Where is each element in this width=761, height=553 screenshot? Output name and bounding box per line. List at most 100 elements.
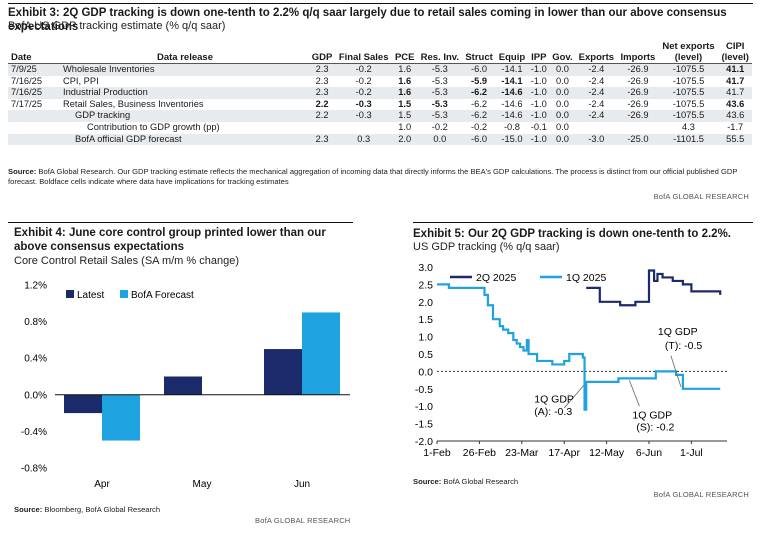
- cell-struct: -6.0: [462, 133, 496, 146]
- cell-final-sales: [335, 122, 392, 134]
- y-tick-label: -1.0: [415, 401, 433, 413]
- cell-final-sales: -0.3: [355, 98, 372, 109]
- cell-pce: 1.6: [392, 63, 418, 76]
- y-tick-label: -0.5: [415, 384, 433, 396]
- y-tick-label: 0.0%: [24, 390, 47, 401]
- exhibit4-source: Source: Bloomberg, BofA Global Research: [14, 505, 160, 515]
- y-tick-label: 1.0: [418, 332, 433, 344]
- annotation-label: (S): -0.2: [636, 422, 674, 434]
- x-tick-label: 26-Feb: [463, 447, 496, 459]
- cell-release: Retail Sales, Business Inventories: [63, 98, 204, 109]
- cell-struct: -6.0: [462, 63, 496, 76]
- col-header-release: Data release: [157, 52, 213, 63]
- col-header-struct: Struct: [465, 52, 493, 63]
- cell-date: 7/17/25: [11, 98, 43, 109]
- cell-cipi: -1.7: [727, 121, 744, 132]
- cell-release: Contribution to GDP growth (pp): [87, 121, 220, 132]
- cell-res-inv: -5.3: [417, 87, 463, 99]
- exhibit5-source-text: BofA Global Research: [443, 477, 519, 486]
- cell-gdp: 2.3: [309, 87, 336, 99]
- cell-res-inv: -0.2: [431, 121, 448, 132]
- cell-gdp: 2.2: [309, 110, 336, 122]
- cell-exports: [575, 122, 617, 134]
- y-tick-label: 2.0: [418, 297, 433, 309]
- core-control-bar-chart: 1.2% 0.8% 0.4% 0.0% -0.4% -0.8% Apr May Jun Lates…: [21, 281, 350, 490]
- cell-gov: 0.0: [549, 110, 576, 122]
- cell-gov: 0.0: [549, 133, 576, 146]
- cell-pce: 1.6: [392, 87, 418, 99]
- cell-pce: 2.0: [392, 133, 418, 146]
- cell-exports: -2.4: [588, 75, 605, 86]
- cell-equip: -14.6: [501, 98, 523, 109]
- cell-net-exports: 4.3: [682, 121, 695, 132]
- y-tick-label: 2.5: [418, 279, 433, 291]
- bar-latest: [64, 394, 102, 414]
- cell-pce: 1.0: [398, 121, 412, 132]
- y-tick-label: 0.0: [418, 366, 433, 378]
- col-header-gdp: GDP: [311, 52, 333, 63]
- cell-ipp: -1.0: [530, 98, 547, 109]
- legend-label: 2Q 2025: [476, 272, 516, 284]
- gdp-tracking-line-chart: 3.0 2.5 2.0 1.5 1.0 0.5 0.0 -0.5 -1.0 -1.5 -2.01-F…: [415, 262, 727, 459]
- table-row: BofA official GDP forecast 2.3 0.3 2.0 0.0 -6…: [8, 133, 752, 146]
- legend-swatch-latest: [66, 290, 74, 298]
- cell-net-exports: -1075.5: [672, 98, 705, 109]
- y-tick-label: 1.5: [418, 314, 433, 326]
- net-exports-unit: (level): [674, 52, 703, 63]
- cell-cipi: 41.1: [718, 63, 752, 76]
- table-row: Contribution to GDP growth (pp) 1.0 -0.2 -0…: [8, 122, 752, 134]
- cell-release: CPI, PPI: [63, 75, 99, 86]
- table-row: 7/16/25 Industrial Production 2.3 -0.2 1.6 -5…: [8, 87, 752, 99]
- col-header-net-exports: Net exports (level): [659, 41, 719, 64]
- legend-label: BofA Forecast: [131, 290, 194, 301]
- cell-ipp: -1.0: [530, 75, 547, 86]
- table-header-row: Date Data release GDP Final Sales PCE Re…: [8, 41, 752, 64]
- cell-net-exports: -1075.5: [658, 63, 719, 76]
- x-tick-label: May: [193, 479, 212, 490]
- cell-gov: 0.0: [549, 63, 576, 76]
- legend-label: 1Q 2025: [566, 272, 606, 284]
- cell-struct: -6.2: [462, 110, 496, 122]
- series-line-1q-2025: [437, 283, 721, 411]
- exhibit3-subtitle: BofA US GDP tracking estimate (% q/q saa…: [8, 20, 226, 32]
- bar-latest: [164, 376, 202, 395]
- table-row: 7/16/25 CPI, PPI 2.3 -0.2 1.6 -5.3 -5.9 -14.1 -1…: [8, 76, 752, 88]
- cell-ipp: -0.1: [530, 121, 547, 132]
- cell-date: [8, 133, 61, 146]
- exhibit5-title: Exhibit 5: Our 2Q GDP tracking is down o…: [413, 228, 731, 240]
- cell-imports: -25.0: [617, 133, 659, 146]
- x-tick-label: 12-May: [589, 447, 625, 459]
- cell-exports: -2.4: [575, 87, 618, 99]
- cell-res-inv: -5.3: [417, 110, 463, 122]
- cell-release: BofA official GDP forecast: [61, 133, 309, 146]
- cell-gov: 0.0: [549, 87, 576, 99]
- cell-ipp: -1.0: [528, 133, 550, 146]
- cell-res-inv: -5.3: [417, 63, 463, 76]
- col-header-exports: Exports: [578, 52, 615, 63]
- cell-equip: -14.1: [495, 63, 529, 76]
- cell-imports: -26.9: [627, 75, 649, 86]
- exhibit3-brand: BofA GLOBAL RESEARCH: [653, 192, 749, 201]
- col-header-imports: Imports: [620, 52, 656, 63]
- cell-cipi: 55.5: [718, 133, 752, 146]
- annotation-label: 1Q GDP: [632, 409, 672, 421]
- bar-bofa-forecast: [102, 394, 140, 441]
- cell-gov: 0.0: [555, 98, 569, 109]
- cell-res-inv: -5.3: [431, 75, 448, 86]
- cell-cipi: 43.6: [718, 110, 752, 122]
- y-tick-label: -0.8%: [21, 464, 47, 475]
- exhibit4-subtitle: Core Control Retail Sales (SA m/m % chan…: [14, 255, 239, 267]
- cipi-label: CIPI: [725, 41, 745, 52]
- cell-gov: 0.0: [555, 75, 569, 86]
- cell-res-inv: -5.3: [431, 98, 448, 109]
- cell-equip: -15.0: [495, 133, 529, 146]
- y-tick-label: -1.5: [415, 419, 433, 431]
- cell-release: GDP tracking: [61, 110, 309, 122]
- y-tick-label: 1.2%: [24, 281, 47, 292]
- table-row: 7/9/25 Wholesale Inventories 2.3 -0.2 1.6 -5.…: [8, 63, 752, 76]
- cell-gdp: 2.3: [309, 63, 336, 76]
- cell-date: 7/16/25: [8, 87, 61, 99]
- col-header-final-sales: Final Sales: [338, 52, 389, 63]
- table-row: 7/17/25 Retail Sales, Business Inventorie…: [8, 99, 752, 111]
- cell-date: 7/16/25: [11, 75, 43, 86]
